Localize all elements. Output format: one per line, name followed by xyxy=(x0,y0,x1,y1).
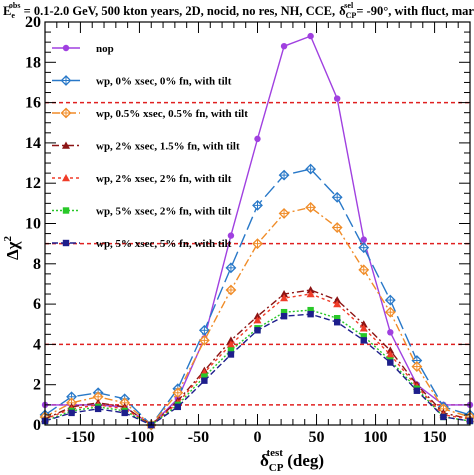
y-tick-label: 8 xyxy=(33,256,41,273)
legend-marker xyxy=(62,141,70,149)
chart-title: Eeobs = 0.1-2.0 GeV, 500 kton years, 2D,… xyxy=(3,1,474,20)
legend-marker xyxy=(62,239,70,247)
data-point xyxy=(333,95,341,102)
data-point xyxy=(386,350,395,358)
x-tick-label: 150 xyxy=(423,429,447,446)
data-point xyxy=(227,347,235,354)
title-delta: δ xyxy=(339,4,346,18)
y-tick-label: 12 xyxy=(25,175,41,192)
x-axis-title-sup: test xyxy=(266,447,283,459)
series-line xyxy=(44,293,471,426)
title-e-sup: obs xyxy=(9,1,21,10)
data-point xyxy=(413,387,421,394)
data-point xyxy=(360,236,367,243)
title-delta-sup: sel xyxy=(344,1,354,10)
data-point xyxy=(333,300,342,308)
data-point xyxy=(306,290,315,298)
y-axis-title-sup: 2 xyxy=(2,235,14,241)
legend-marker xyxy=(62,174,70,182)
x-axis-title-base: δ xyxy=(260,451,269,470)
legend-label: wp, 5% xsec, 2% fn, with tilt xyxy=(96,206,232,218)
data-point xyxy=(387,359,394,366)
data-point xyxy=(201,373,208,380)
title-delta-sub: CP xyxy=(346,11,357,20)
svg-text:Eeobs = 0.1-2.0 GeV, 500 kton: Eeobs = 0.1-2.0 GeV, 500 kton years, 2D,… xyxy=(3,1,474,20)
y-tick-label: 16 xyxy=(25,95,41,112)
series-line xyxy=(44,206,471,426)
data-point xyxy=(253,312,262,320)
x-tick-label: -150 xyxy=(66,429,95,446)
y-tick-label: 18 xyxy=(25,54,41,71)
y-tick-label: 14 xyxy=(25,135,41,152)
y-tick-label: 6 xyxy=(33,296,41,313)
x-axis-title-unit: (deg) xyxy=(283,451,324,470)
y-tick-label: 4 xyxy=(33,336,41,353)
y-tick-label: 10 xyxy=(25,216,41,233)
y-tick-label: 2 xyxy=(33,377,41,394)
series-line xyxy=(45,35,470,426)
x-axis-title-sub: CP xyxy=(269,462,284,474)
y-tick-label: 20 xyxy=(25,14,41,31)
title-rest: = 0.1-2.0 GeV, 500 kton years, 2D, nocid… xyxy=(20,4,335,18)
data-point xyxy=(307,32,314,40)
legend-label: wp, 5% xsec, 5% fn, with tilt xyxy=(96,238,232,250)
legend-label: wp, 2% xsec, 1.5% fn, with tilt xyxy=(96,141,240,153)
data-point xyxy=(227,232,235,239)
data-point xyxy=(253,316,262,324)
data-point xyxy=(333,296,342,304)
data-point xyxy=(307,306,314,314)
data-point xyxy=(68,409,75,417)
svg-text:Δχ2: Δχ2 xyxy=(2,235,22,260)
data-point xyxy=(359,324,368,332)
data-point xyxy=(280,312,288,320)
legend-marker xyxy=(62,207,70,214)
y-axis-title: Δχ2 xyxy=(2,235,22,260)
legend-marker xyxy=(62,44,70,52)
legend-label: wp, 0% xsec, 0% fn, with tilt xyxy=(96,76,232,88)
data-point xyxy=(254,135,261,143)
y-axis-title-base: Δχ xyxy=(3,241,22,260)
title-tail: = -90°, with fluct, marg xyxy=(353,4,474,18)
x-tick-label: 100 xyxy=(364,429,388,446)
data-point xyxy=(307,310,314,318)
data-point xyxy=(254,327,261,334)
data-point xyxy=(333,315,341,322)
plot-area: nop wp, 0% xsec, 0% fn, with tilt wp, 0.5%… xyxy=(25,14,474,446)
data-point xyxy=(360,337,367,344)
x-axis-title: δCP test (deg) xyxy=(260,447,324,474)
data-point xyxy=(333,319,341,326)
data-point xyxy=(280,308,288,316)
data-point xyxy=(226,340,235,348)
data-point xyxy=(306,285,315,294)
title-e-sub: e xyxy=(11,11,15,20)
data-point xyxy=(280,290,289,298)
legend-label: wp, 0.5% xsec, 0.5% fn, with tilt xyxy=(96,108,248,120)
data-point xyxy=(227,351,235,358)
data-point xyxy=(94,405,102,413)
y-tick-label: 0 xyxy=(33,417,41,434)
data-point xyxy=(174,403,182,411)
data-point xyxy=(387,329,394,336)
data-point xyxy=(201,377,208,384)
data-point xyxy=(360,333,367,340)
legend-label: wp, 2% xsec, 2% fn, with tilt xyxy=(96,173,232,185)
x-tick-label: 50 xyxy=(309,429,325,446)
data-point xyxy=(280,42,288,50)
data-point xyxy=(121,409,128,417)
legend-label: nop xyxy=(96,43,114,55)
x-tick-label: 0 xyxy=(254,429,262,446)
svg-text:δCPtest (deg): δCP test (deg) xyxy=(260,447,324,474)
x-tick-label: -100 xyxy=(125,429,154,446)
data-point xyxy=(440,413,447,421)
data-point xyxy=(280,294,289,302)
x-tick-label: -50 xyxy=(188,429,209,446)
title-e: E xyxy=(3,4,11,18)
